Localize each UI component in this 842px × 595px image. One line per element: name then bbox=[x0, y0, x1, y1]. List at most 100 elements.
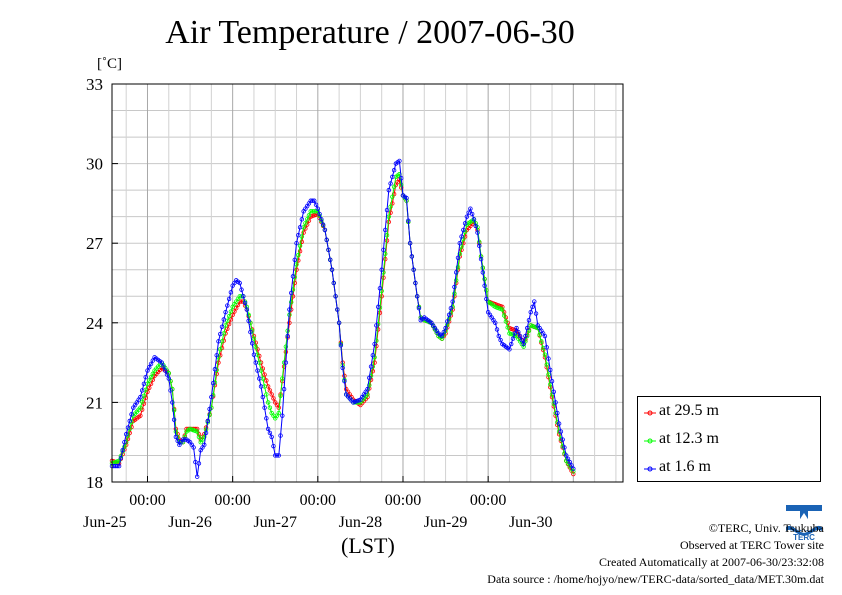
data-point bbox=[480, 270, 486, 275]
data-point bbox=[303, 221, 308, 226]
y-axis-unit: [˚C] bbox=[97, 56, 122, 72]
data-point bbox=[285, 333, 290, 339]
data-point bbox=[391, 168, 397, 173]
data-point bbox=[248, 329, 253, 335]
data-point bbox=[171, 417, 177, 422]
legend-label: at 29.5 m bbox=[659, 402, 719, 419]
data-point bbox=[542, 333, 548, 339]
x-tick-label: 00:00 bbox=[129, 492, 165, 509]
data-point bbox=[246, 318, 251, 324]
legend-item-12-3m: at 12.3 m bbox=[638, 429, 820, 451]
data-point bbox=[407, 240, 413, 246]
legend-item-1-6m: at 1.6 m bbox=[638, 457, 820, 479]
data-point bbox=[477, 243, 482, 249]
data-point bbox=[223, 309, 228, 315]
x-tick-label: 00:00 bbox=[470, 492, 506, 509]
data-point bbox=[260, 394, 266, 400]
data-point bbox=[164, 372, 170, 377]
data-point bbox=[244, 307, 250, 312]
data-point bbox=[546, 356, 551, 361]
y-tick-label: 21 bbox=[86, 393, 103, 412]
data-point bbox=[283, 344, 289, 349]
data-point bbox=[484, 288, 489, 293]
data-point bbox=[143, 374, 148, 380]
data-point bbox=[562, 445, 567, 450]
data-point bbox=[532, 299, 537, 304]
data-point bbox=[147, 378, 152, 383]
series-line-at-29-5-m bbox=[111, 178, 574, 475]
data-point bbox=[239, 287, 244, 292]
data-point bbox=[225, 326, 230, 331]
data-point bbox=[196, 434, 202, 440]
data-point bbox=[510, 336, 516, 341]
data-point bbox=[370, 353, 376, 358]
data-point bbox=[388, 181, 393, 186]
data-point bbox=[150, 371, 156, 377]
data-point bbox=[294, 267, 299, 272]
data-point bbox=[336, 320, 342, 325]
plot-frame bbox=[111, 83, 624, 483]
data-point bbox=[203, 430, 209, 436]
x-tick-label: 00:00 bbox=[300, 492, 336, 509]
data-point bbox=[533, 311, 539, 316]
data-point bbox=[118, 455, 124, 461]
data-point bbox=[139, 399, 145, 404]
data-point bbox=[505, 325, 510, 330]
data-point bbox=[539, 339, 544, 344]
data-point bbox=[171, 408, 177, 413]
data-point bbox=[381, 247, 386, 253]
data-point bbox=[258, 384, 264, 389]
data-point bbox=[166, 376, 171, 381]
data-point bbox=[301, 230, 306, 235]
data-point bbox=[299, 239, 305, 245]
x-date-label: Jun-27 bbox=[253, 514, 297, 531]
data-point bbox=[496, 333, 501, 339]
data-point bbox=[289, 290, 294, 296]
created-text: Created Automatically at 2007-06-30/23:3… bbox=[599, 555, 824, 569]
data-point bbox=[526, 317, 532, 323]
data-point bbox=[170, 400, 175, 405]
data-point bbox=[377, 286, 383, 291]
data-point bbox=[383, 227, 388, 233]
data-point bbox=[565, 456, 571, 461]
data-point bbox=[390, 201, 395, 206]
data-point bbox=[454, 278, 459, 283]
data-point bbox=[448, 306, 454, 311]
chart-series bbox=[109, 158, 576, 479]
data-point bbox=[138, 394, 143, 400]
data-point bbox=[251, 352, 257, 357]
data-point bbox=[139, 388, 145, 393]
data-point bbox=[558, 429, 564, 434]
data-point bbox=[216, 339, 221, 344]
x-axis-label: (LST) bbox=[341, 533, 395, 558]
data-point bbox=[501, 313, 507, 318]
data-point bbox=[212, 367, 218, 372]
data-point bbox=[249, 341, 255, 346]
data-point bbox=[367, 382, 372, 388]
data-point bbox=[516, 329, 521, 335]
data-point bbox=[370, 369, 376, 374]
data-point bbox=[122, 440, 127, 445]
data-point bbox=[297, 225, 303, 230]
data-point bbox=[123, 432, 129, 437]
data-point bbox=[335, 307, 340, 312]
data-point bbox=[129, 412, 134, 417]
data-point bbox=[161, 364, 166, 369]
data-point bbox=[329, 267, 335, 272]
data-point bbox=[455, 255, 461, 260]
data-point bbox=[289, 300, 294, 305]
data-point bbox=[194, 474, 200, 479]
data-point bbox=[473, 223, 478, 229]
data-point bbox=[228, 309, 234, 314]
data-point bbox=[145, 368, 150, 373]
data-point bbox=[461, 227, 466, 233]
data-point bbox=[292, 257, 297, 262]
data-point bbox=[452, 284, 457, 290]
data-point bbox=[296, 233, 301, 238]
data-point bbox=[269, 392, 274, 397]
data-point bbox=[297, 243, 303, 249]
data-point bbox=[544, 345, 549, 350]
data-point bbox=[462, 221, 468, 226]
legend-label: at 12.3 m bbox=[659, 430, 719, 447]
data-point bbox=[399, 175, 404, 181]
